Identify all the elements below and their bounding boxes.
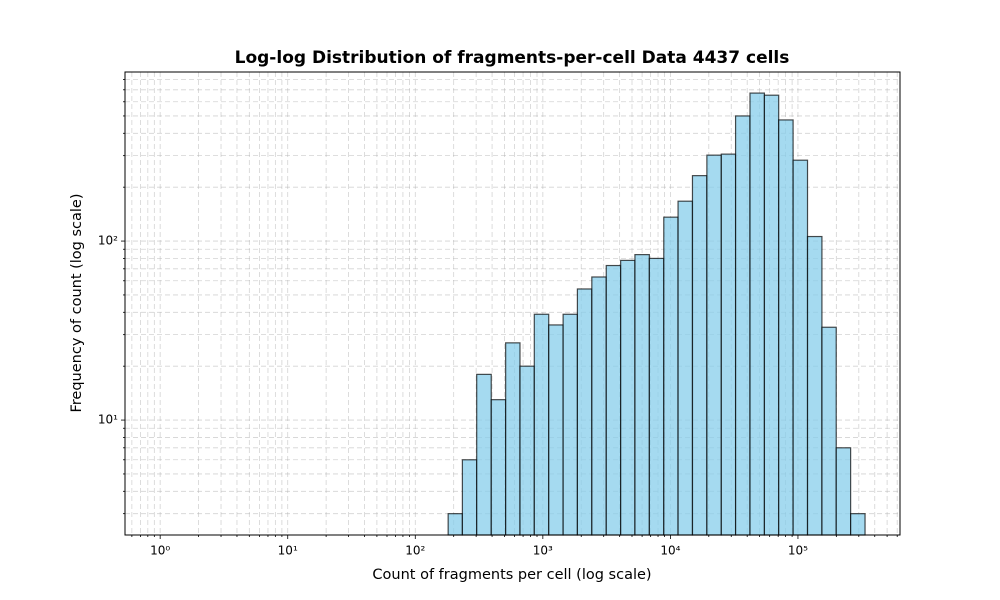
bar [505,342,521,536]
x-tick-label: 10¹ [278,544,298,558]
y-tick-label: 10² [98,234,118,248]
bar [490,399,507,536]
x-tick-label: 10² [405,544,425,558]
bar [562,313,578,536]
bar [605,264,622,536]
x-tick-label: 10⁵ [788,544,808,558]
bar [806,235,823,536]
bar [763,94,780,536]
y-axis-label: Frequency of count (log scale) [69,193,85,412]
bar [620,259,636,536]
bar [691,175,708,536]
bar [461,459,478,536]
bar [778,119,794,536]
x-tick-label: 10³ [533,544,553,558]
bar [591,276,607,536]
bar [663,216,679,536]
x-tick-label: 10⁴ [660,544,680,558]
bar [734,115,751,536]
bar [548,324,564,536]
bar [519,365,535,536]
bar [533,313,550,536]
bar [792,159,809,536]
bar [720,153,737,536]
bar [677,200,694,536]
x-tick-label: 10⁰ [150,544,170,558]
y-tick-label: 10¹ [98,413,118,427]
bar [648,257,665,536]
bar [850,513,866,536]
bar [634,254,650,536]
chart-title: Log-log Distribution of fragments-per-ce… [235,48,790,68]
bar [706,154,722,536]
x-axis-label: Count of fragments per cell (log scale) [372,567,651,583]
bar [447,513,463,536]
bar [821,326,837,536]
plot-frame [124,71,901,536]
bar [576,288,593,536]
bar [476,373,492,536]
bar [749,92,766,536]
bar [835,447,852,536]
